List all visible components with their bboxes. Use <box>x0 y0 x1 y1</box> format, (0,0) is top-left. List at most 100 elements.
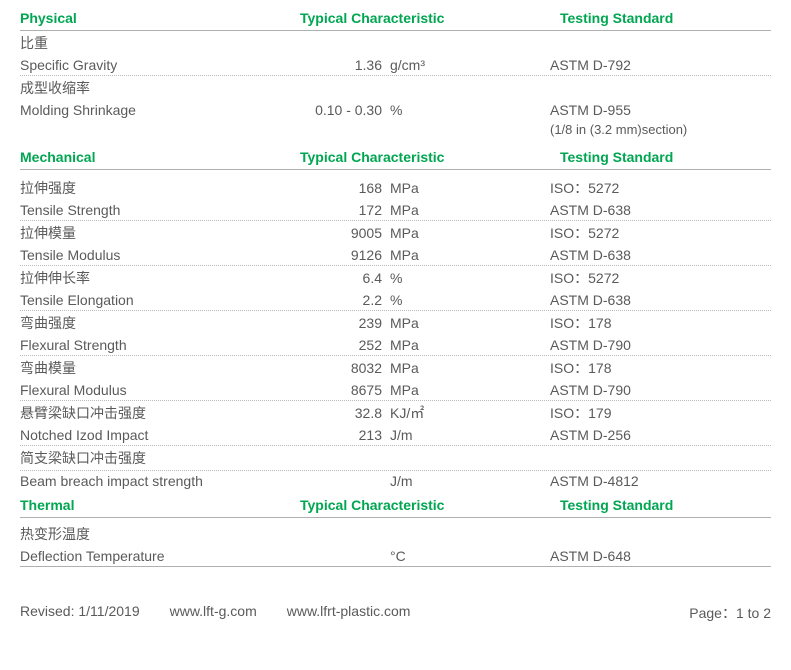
row-deflection-zh: 热变形温度 <box>20 518 771 546</box>
table-row: 拉伸模量9005MPaISO：5272 <box>20 221 771 245</box>
prop-unit: g/cm³ <box>390 57 510 73</box>
table-row: 弯曲模量8032MPaISO：178 <box>20 356 771 380</box>
footer-revised: Revised: 1/11/2019 <box>20 603 140 623</box>
prop-label: 悬臂梁缺口冲击强度 <box>20 403 300 423</box>
prop-label: 成型收缩率 <box>20 78 300 98</box>
row-molding-shrinkage-en: Molding Shrinkage 0.10 - 0.30 % ASTM D-9… <box>20 100 771 120</box>
prop-value: 1.36 <box>300 57 390 73</box>
prop-unit: J/m <box>390 473 510 489</box>
prop-unit: MPa <box>390 360 510 376</box>
prop-unit: MPa <box>390 247 510 263</box>
prop-value: 252 <box>300 337 390 353</box>
prop-standard: ASTM D-638 <box>510 247 771 263</box>
prop-standard: ASTM D-638 <box>510 202 771 218</box>
prop-label: Tensile Elongation <box>20 292 300 308</box>
table-row: Tensile Modulus9126MPaASTM D-638 <box>20 245 771 266</box>
datasheet-page: Physical Typical Characteristic Testing … <box>0 0 791 643</box>
row-deflection-en: Deflection Temperature °C ASTM D-648 <box>20 546 771 567</box>
prop-label: 简支梁缺口冲击强度 <box>20 448 300 468</box>
prop-value: 213 <box>300 427 390 443</box>
prop-label: Flexural Modulus <box>20 382 300 398</box>
prop-label: 比重 <box>20 33 300 53</box>
prop-unit: MPa <box>390 337 510 353</box>
prop-label: 弯曲强度 <box>20 313 300 333</box>
page-footer: Revised: 1/11/2019 www.lft-g.com www.lfr… <box>20 603 771 623</box>
section-header-physical: Physical Typical Characteristic Testing … <box>20 4 771 31</box>
footer-page: Page：1 to 2 <box>689 603 771 623</box>
prop-unit: KJ/㎡ <box>390 403 510 423</box>
prop-unit: J/m <box>390 427 510 443</box>
prop-label: Notched Izod Impact <box>20 427 300 443</box>
table-row: 弯曲强度239MPaISO：178 <box>20 311 771 335</box>
prop-value: 168 <box>300 180 390 196</box>
prop-standard: ISO：178 <box>510 313 771 333</box>
prop-standard: ISO：178 <box>510 358 771 378</box>
table-row: 悬臂梁缺口冲击强度32.8KJ/㎡ISO：179 <box>20 401 771 425</box>
row-molding-shrinkage-sub: (1/8 in (3.2 mm)section) <box>20 120 771 139</box>
prop-unit: MPa <box>390 180 510 196</box>
prop-standard: ISO：5272 <box>510 178 771 198</box>
prop-label: 拉伸伸长率 <box>20 268 300 288</box>
section-header-thermal: Thermal Typical Characteristic Testing S… <box>20 491 771 518</box>
table-row: Beam breach impact strength J/mASTM D-481… <box>20 471 771 491</box>
row-specific-gravity-zh: 比重 <box>20 31 771 55</box>
prop-value: 6.4 <box>300 270 390 286</box>
header-standard: Testing Standard <box>520 149 771 165</box>
header-value: Typical Characteristic <box>300 149 520 165</box>
prop-unit: MPa <box>390 225 510 241</box>
prop-unit: % <box>390 270 510 286</box>
prop-standard: ISO：179 <box>510 403 771 423</box>
row-molding-shrinkage-zh: 成型收缩率 <box>20 76 771 100</box>
header-value: Typical Characteristic <box>300 497 520 513</box>
prop-label: 拉伸强度 <box>20 178 300 198</box>
prop-standard: ASTM D-256 <box>510 427 771 443</box>
prop-standard: ISO：5272 <box>510 268 771 288</box>
prop-label: Molding Shrinkage <box>20 102 300 118</box>
prop-standard: ASTM D-648 <box>510 548 771 564</box>
table-row: Flexural Strength252MPaASTM D-790 <box>20 335 771 356</box>
table-row: Flexural Modulus8675MPaASTM D-790 <box>20 380 771 401</box>
prop-label: Tensile Strength <box>20 202 300 218</box>
prop-label: Flexural Strength <box>20 337 300 353</box>
prop-value: 2.2 <box>300 292 390 308</box>
prop-label: Beam breach impact strength <box>20 473 300 489</box>
prop-standard: ASTM D-790 <box>510 382 771 398</box>
prop-value: 9005 <box>300 225 390 241</box>
header-value: Typical Characteristic <box>300 10 520 26</box>
prop-standard: ASTM D-790 <box>510 337 771 353</box>
header-standard: Testing Standard <box>520 497 771 513</box>
prop-unit: % <box>390 102 510 118</box>
table-row: 简支梁缺口冲击强度 <box>20 446 771 471</box>
table-row: 拉伸强度168MPaISO：5272 <box>20 176 771 200</box>
prop-unit: % <box>390 292 510 308</box>
table-row: Tensile Elongation2.2%ASTM D-638 <box>20 290 771 311</box>
footer-url1: www.lft-g.com <box>170 603 257 623</box>
prop-unit: °C <box>390 548 510 564</box>
prop-value: 239 <box>300 315 390 331</box>
prop-label: 弯曲模量 <box>20 358 300 378</box>
prop-standard: ASTM D-792 <box>510 57 771 73</box>
footer-url2: www.lfrt-plastic.com <box>287 603 411 623</box>
table-row: 拉伸伸长率6.4%ISO：5272 <box>20 266 771 290</box>
prop-value: 172 <box>300 202 390 218</box>
prop-standard: ASTM D-955 <box>510 102 771 118</box>
prop-label: Specific Gravity <box>20 57 300 73</box>
prop-unit: MPa <box>390 315 510 331</box>
mechanical-rows: 拉伸强度168MPaISO：5272Tensile Strength172MPa… <box>20 170 771 491</box>
table-row: Tensile Strength172MPaASTM D-638 <box>20 200 771 221</box>
header-property: Mechanical <box>20 149 300 165</box>
prop-unit: MPa <box>390 382 510 398</box>
prop-standard: ISO：5272 <box>510 223 771 243</box>
header-property: Physical <box>20 10 300 26</box>
prop-standard-note: (1/8 in (3.2 mm)section) <box>510 122 771 137</box>
header-standard: Testing Standard <box>520 10 771 26</box>
prop-label: 拉伸模量 <box>20 223 300 243</box>
table-row: Notched Izod Impact213J/mASTM D-256 <box>20 425 771 446</box>
prop-standard: ASTM D-4812 <box>510 473 771 489</box>
prop-label: Deflection Temperature <box>20 548 300 564</box>
prop-value: 32.8 <box>300 405 390 421</box>
prop-value: 8032 <box>300 360 390 376</box>
prop-unit: MPa <box>390 202 510 218</box>
prop-value: 8675 <box>300 382 390 398</box>
prop-value: 9126 <box>300 247 390 263</box>
